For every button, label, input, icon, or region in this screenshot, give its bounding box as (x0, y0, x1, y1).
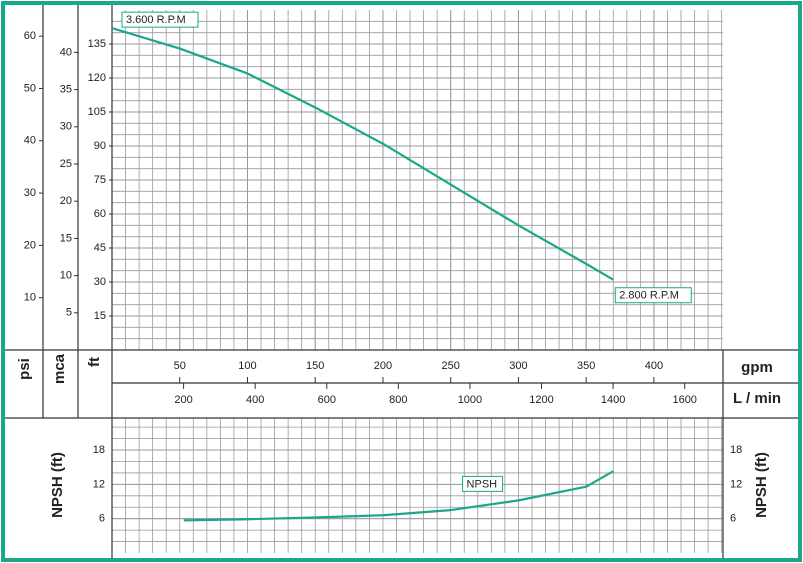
psi-tick-label: 40 (24, 135, 36, 147)
gpm-tick-label: 150 (306, 360, 324, 372)
lmin-tick-label: 600 (318, 394, 336, 406)
psi-label: psi (16, 358, 33, 380)
mca-tick-label: 40 (60, 46, 72, 58)
npsh-tick-label: 6 (99, 513, 105, 525)
npsh-label-right: NPSH (ft) (753, 452, 770, 518)
ft-tick-label: 120 (88, 72, 106, 84)
lmin-tick-label: 1600 (672, 394, 696, 406)
npsh-tick-label-right: 6 (730, 513, 736, 525)
psi-tick-label: 10 (24, 292, 36, 304)
mca-tick-label: 15 (60, 232, 72, 244)
gpm-tick-label: 350 (577, 360, 595, 372)
mca-tick-label: 25 (60, 158, 72, 170)
npsh-tick-label-right: 12 (730, 478, 742, 490)
mca-tick-label: 10 (60, 270, 72, 282)
lmin-tick-label: 800 (389, 394, 407, 406)
ft-tick-label: 30 (94, 276, 106, 288)
gpm-tick-label: 400 (645, 360, 663, 372)
lmin-tick-label: 1200 (529, 394, 553, 406)
npsh-tick-label: 18 (93, 444, 105, 456)
grid (112, 10, 723, 553)
lmin-tick-label: 200 (174, 394, 192, 406)
mca-tick-label: 30 (60, 121, 72, 133)
ft-tick-label: 45 (94, 242, 106, 254)
curve-label: 2.800 R.P.M (619, 290, 679, 302)
gpm-tick-label: 300 (509, 360, 527, 372)
mca-tick-label: 5 (66, 307, 72, 319)
mca-tick-label: 20 (60, 195, 72, 207)
ft-tick-label: 60 (94, 208, 106, 220)
lmin-tick-label: 400 (246, 394, 264, 406)
mca-tick-label: 35 (60, 84, 72, 96)
curve (183, 470, 614, 522)
ft-tick-label: 105 (88, 106, 106, 118)
label-box (121, 11, 199, 28)
lmin-tick-label: 1000 (458, 394, 482, 406)
gpm-tick-label: 250 (442, 360, 460, 372)
npsh-tick-label: 12 (93, 478, 105, 490)
curve-label: 3.600 R.P.M (126, 14, 186, 26)
label-box (614, 287, 692, 304)
label-box (462, 475, 504, 492)
curve (111, 27, 614, 281)
psi-tick-label: 20 (24, 239, 36, 251)
gpm-label: gpm (741, 359, 773, 376)
lmin-tick-label: 1400 (601, 394, 625, 406)
ft-tick-label: 75 (94, 174, 106, 186)
lmin-label: L / min (733, 390, 781, 407)
ft-tick-label: 90 (94, 140, 106, 152)
ft-tick-label: 15 (94, 310, 106, 322)
gpm-tick-label: 100 (238, 360, 256, 372)
psi-tick-label: 30 (24, 187, 36, 199)
gpm-tick-label: 50 (174, 360, 186, 372)
ft-tick-label: 135 (88, 38, 106, 50)
curve-label: NPSH (467, 478, 498, 490)
psi-tick-label: 60 (24, 30, 36, 42)
gpm-tick-label: 200 (374, 360, 392, 372)
npsh-tick-label-right: 18 (730, 444, 742, 456)
npsh-label-left: NPSH (ft) (49, 452, 66, 518)
ft-label: ft (86, 357, 103, 367)
psi-tick-label: 50 (24, 82, 36, 94)
mca-label: mca (51, 353, 68, 384)
